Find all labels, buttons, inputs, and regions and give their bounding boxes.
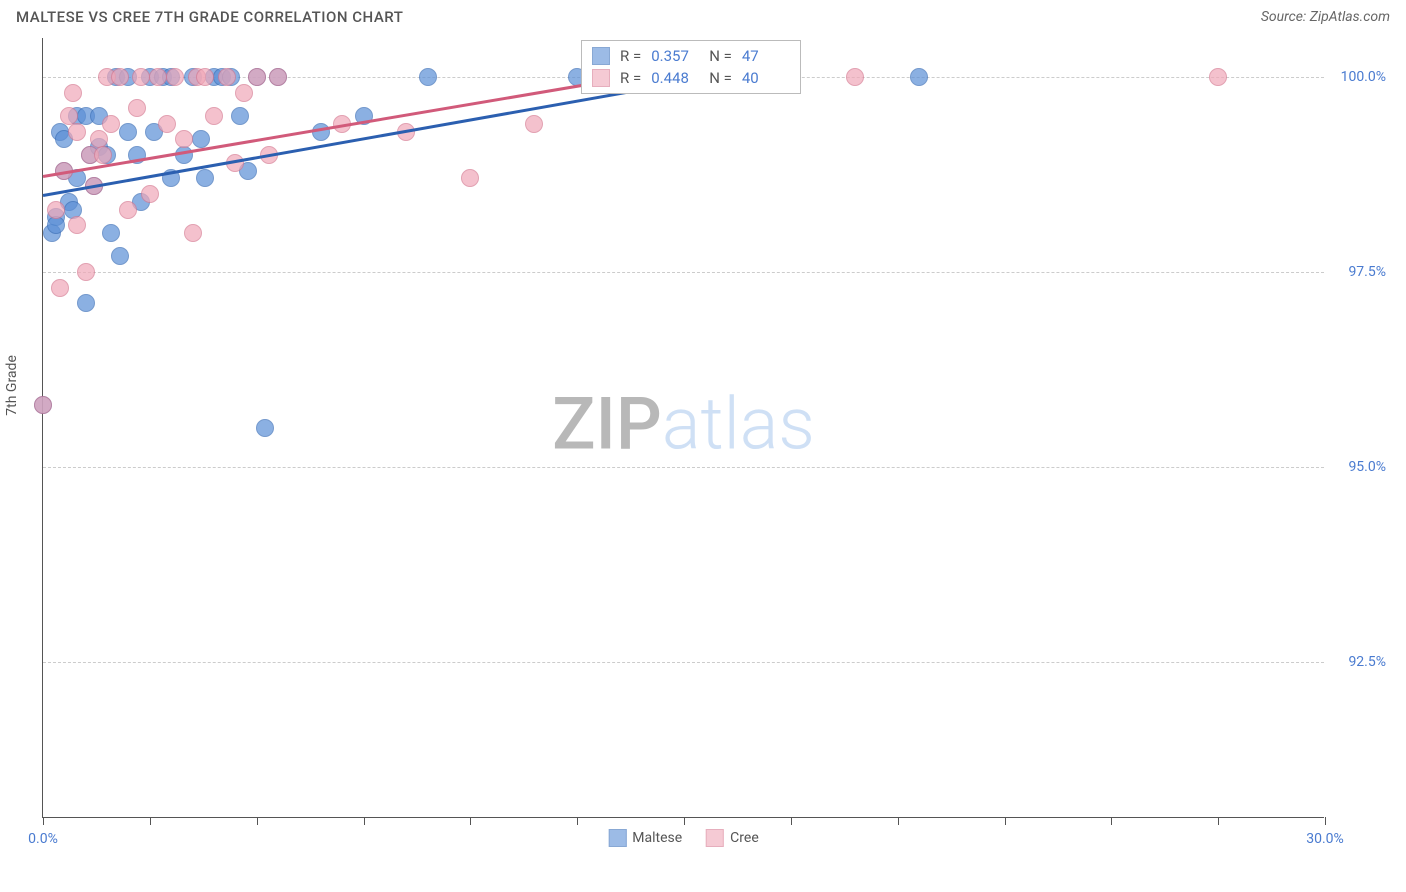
watermark-light: atlas [662, 381, 815, 466]
xtick [43, 817, 44, 825]
scatter-point [235, 84, 253, 102]
xtick [1005, 817, 1006, 825]
scatter-point [47, 201, 65, 219]
scatter-point [119, 123, 137, 141]
scatter-point [1209, 68, 1227, 86]
legend-swatch [592, 69, 610, 87]
legend-swatch [608, 829, 626, 847]
plot-area: ZIPatlas 92.5%95.0%97.5%100.0%0.0%30.0%R… [42, 38, 1324, 818]
stats-row: R =0.357N =47 [592, 45, 790, 67]
scatter-point [111, 68, 129, 86]
xtick-label: 0.0% [28, 831, 58, 847]
xtick [1111, 817, 1112, 825]
xtick [577, 817, 578, 825]
scatter-point [47, 216, 65, 234]
scatter-point [158, 115, 176, 133]
trend-line [43, 77, 706, 196]
scatter-point [196, 68, 214, 86]
ytick-label: 97.5% [1348, 264, 1386, 280]
xtick [791, 817, 792, 825]
stats-row: R =0.448N =40 [592, 67, 790, 89]
xtick-label: 30.0% [1306, 831, 1344, 847]
scatter-point [102, 224, 120, 242]
gridline-h [43, 272, 1324, 273]
scatter-point [141, 185, 159, 203]
xtick [898, 817, 899, 825]
scatter-point [192, 130, 210, 148]
scatter-point [128, 99, 146, 117]
legend-label: Cree [730, 830, 759, 846]
scatter-point [64, 84, 82, 102]
xtick [1325, 817, 1326, 825]
chart-container: 7th Grade ZIPatlas 92.5%95.0%97.5%100.0%… [42, 38, 1390, 838]
scatter-point [68, 216, 86, 234]
scatter-point [51, 279, 69, 297]
chart-source: Source: ZipAtlas.com [1261, 9, 1390, 25]
legend-bottom: Maltese Cree [608, 829, 758, 847]
scatter-point [419, 68, 437, 86]
legend-item: Cree [706, 829, 759, 847]
ytick-label: 95.0% [1348, 459, 1386, 475]
stats-box: R =0.357N =47R =0.448N =40 [581, 40, 801, 94]
scatter-point [218, 68, 236, 86]
scatter-point [269, 68, 287, 86]
scatter-point [34, 396, 52, 414]
xtick [684, 817, 685, 825]
xtick [364, 817, 365, 825]
xtick [150, 817, 151, 825]
scatter-point [256, 419, 274, 437]
scatter-point [184, 224, 202, 242]
scatter-point [149, 68, 167, 86]
gridline-h [43, 467, 1324, 468]
ytick-label: 100.0% [1341, 69, 1386, 85]
scatter-point [132, 68, 150, 86]
scatter-point [846, 68, 864, 86]
scatter-point [111, 247, 129, 265]
legend-swatch [706, 829, 724, 847]
scatter-point [166, 68, 184, 86]
scatter-point [175, 146, 193, 164]
chart-header: MALTESE VS CREE 7TH GRADE CORRELATION CH… [0, 0, 1406, 30]
scatter-point [196, 169, 214, 187]
scatter-point [102, 115, 120, 133]
xtick [257, 817, 258, 825]
scatter-point [175, 130, 193, 148]
scatter-point [205, 107, 223, 125]
scatter-point [94, 146, 112, 164]
scatter-point [77, 263, 95, 281]
chart-title: MALTESE VS CREE 7TH GRADE CORRELATION CH… [16, 8, 403, 26]
legend-swatch [592, 47, 610, 65]
scatter-point [910, 68, 928, 86]
scatter-point [231, 107, 249, 125]
scatter-point [248, 68, 266, 86]
ytick-label: 92.5% [1348, 654, 1386, 670]
watermark: ZIPatlas [552, 381, 815, 466]
scatter-point [77, 294, 95, 312]
legend-label: Maltese [632, 830, 682, 846]
scatter-point [525, 115, 543, 133]
legend-item: Maltese [608, 829, 682, 847]
scatter-point [68, 123, 86, 141]
gridline-h [43, 662, 1324, 663]
y-axis-title: 7th Grade [4, 355, 20, 416]
scatter-point [119, 201, 137, 219]
scatter-point [461, 169, 479, 187]
xtick [470, 817, 471, 825]
xtick [1218, 817, 1219, 825]
watermark-bold: ZIP [552, 381, 662, 466]
